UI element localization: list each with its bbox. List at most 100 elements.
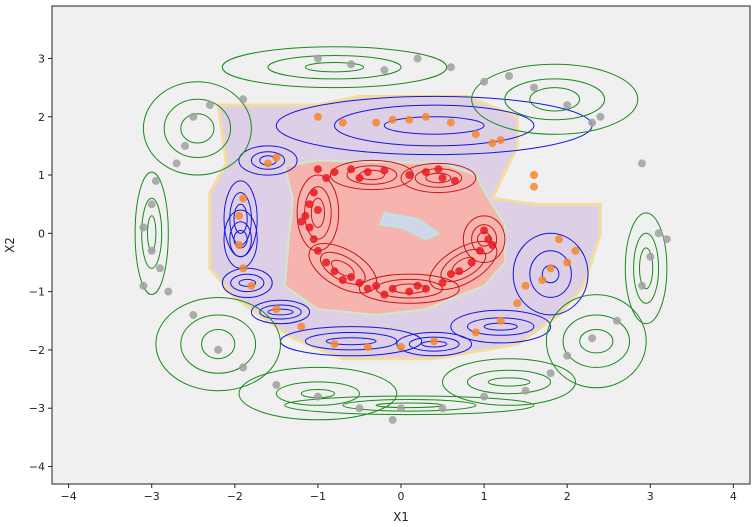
- y-tick-label: 0: [38, 227, 45, 240]
- data-point: [330, 267, 339, 276]
- contour-ellipse: [579, 329, 614, 354]
- contour-ellipse: [346, 165, 398, 185]
- contour-ellipse: [633, 232, 660, 304]
- data-point: [305, 200, 314, 209]
- data-point: [235, 211, 243, 220]
- data-point: [347, 165, 356, 174]
- data-point: [172, 159, 181, 168]
- data-point: [588, 118, 597, 127]
- data-point: [405, 171, 414, 179]
- contour-ellipse: [229, 221, 252, 258]
- contour-group-24: [442, 358, 576, 406]
- data-point: [638, 281, 646, 290]
- y-axis-ticks: −4 −3 −2 −1 0 1 2 3: [29, 52, 52, 474]
- data-point: [147, 246, 156, 255]
- data-point: [235, 241, 243, 249]
- data-point: [505, 72, 513, 80]
- x-tick-label: 4: [730, 490, 737, 503]
- data-point: [372, 281, 381, 290]
- data-point: [297, 322, 306, 331]
- data-point: [467, 258, 476, 267]
- series-1: [235, 112, 580, 351]
- contour-ellipse: [250, 151, 286, 170]
- contour-ellipse: [238, 145, 298, 176]
- data-point: [496, 316, 505, 325]
- contour-ellipse: [155, 297, 281, 392]
- data-point: [446, 63, 455, 72]
- contour-ellipse: [425, 172, 452, 184]
- data-point: [471, 328, 480, 337]
- contour-ellipse: [396, 331, 473, 357]
- contour-ellipse: [141, 197, 163, 269]
- data-point: [239, 194, 248, 203]
- data-point: [189, 112, 198, 121]
- contour-ellipse: [408, 336, 460, 352]
- data-point: [313, 54, 322, 63]
- data-point: [397, 404, 405, 413]
- y-tick-label: −3: [29, 402, 45, 415]
- data-point: [446, 270, 455, 279]
- data-point: [355, 278, 364, 287]
- data-point: [530, 83, 538, 92]
- contour-group-9: [223, 180, 258, 258]
- y-tick-label: −4: [29, 461, 45, 474]
- data-point: [205, 101, 214, 110]
- inner-region-hole: [378, 211, 441, 241]
- contour-ellipse: [545, 294, 647, 389]
- data-point: [347, 60, 356, 69]
- contour-ellipse: [267, 308, 294, 316]
- data-point: [313, 392, 322, 401]
- contour-ellipse: [383, 116, 485, 135]
- data-point: [471, 130, 480, 139]
- contour-ellipse: [358, 273, 460, 304]
- data-point: [313, 246, 322, 255]
- data-point: [438, 278, 447, 287]
- contour-ellipse: [310, 197, 325, 228]
- data-point: [421, 112, 430, 121]
- data-point: [139, 281, 148, 290]
- contour-ellipse: [504, 78, 606, 121]
- contour-ellipse: [201, 329, 236, 360]
- contour-group-7: [275, 95, 593, 156]
- data-point: [455, 267, 464, 276]
- x-tick-label: −1: [310, 490, 326, 503]
- contour-ellipse: [304, 332, 398, 351]
- data-point: [372, 118, 381, 127]
- data-point: [480, 392, 489, 401]
- x-tick-label: −4: [61, 490, 77, 503]
- contour-ellipse: [319, 251, 366, 285]
- data-point: [496, 136, 505, 145]
- data-point: [151, 176, 160, 185]
- data-point: [305, 223, 314, 232]
- data-point: [596, 112, 605, 121]
- contour-ellipse: [529, 250, 572, 298]
- data-point: [530, 171, 538, 179]
- y-tick-label: 1: [38, 169, 45, 182]
- data-point: [309, 188, 318, 197]
- contour-group-22: [155, 297, 281, 392]
- data-point: [247, 281, 256, 290]
- data-point: [451, 176, 459, 185]
- data-point: [355, 404, 364, 413]
- data-point: [646, 252, 655, 261]
- data-point: [313, 206, 322, 214]
- contour-ellipse: [275, 381, 360, 406]
- data-point: [538, 276, 547, 284]
- contour-group-21: [624, 212, 668, 325]
- contour-ellipse: [325, 337, 377, 346]
- contour-ellipse: [304, 61, 365, 73]
- data-point: [322, 258, 331, 267]
- contour-group-23: [545, 294, 647, 389]
- contour-ellipse: [163, 98, 232, 158]
- data-point: [139, 223, 148, 232]
- contour-ellipse: [624, 212, 668, 325]
- contour-group-26: [284, 395, 535, 416]
- data-point: [421, 168, 430, 177]
- data-point: [363, 284, 372, 293]
- data-point: [513, 299, 522, 308]
- data-point: [239, 264, 248, 273]
- data-point: [301, 211, 310, 220]
- data-point: [380, 290, 389, 299]
- contour-ellipse: [487, 377, 531, 387]
